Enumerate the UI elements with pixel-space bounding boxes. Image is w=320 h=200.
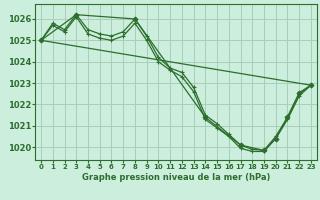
X-axis label: Graphe pression niveau de la mer (hPa): Graphe pression niveau de la mer (hPa) bbox=[82, 173, 270, 182]
